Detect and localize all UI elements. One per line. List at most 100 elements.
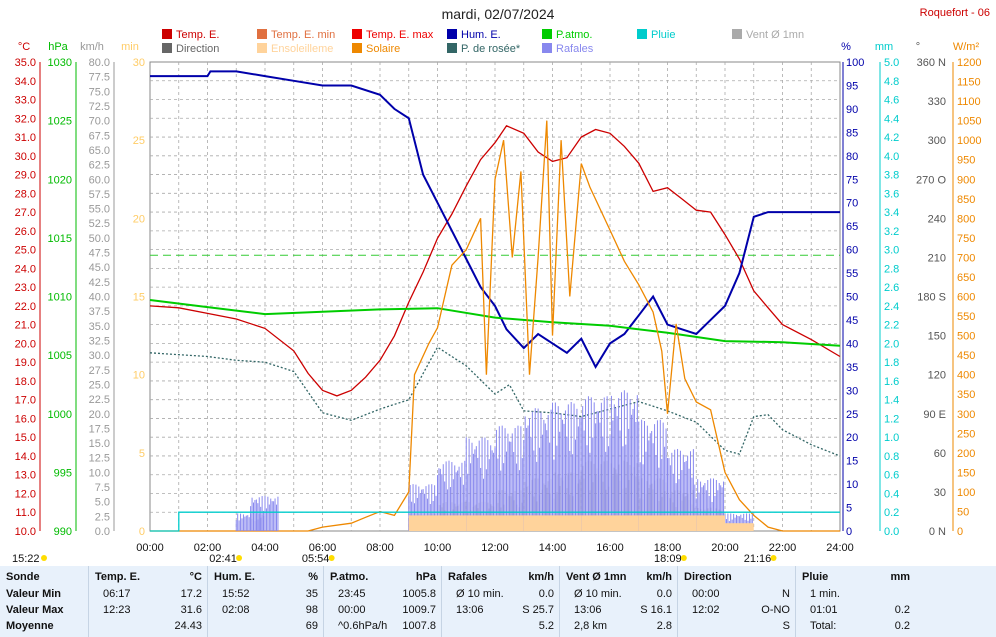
axis-tick-label: 17.5 [89, 423, 110, 435]
legend-label: Solaire [366, 43, 400, 55]
stats-cell-value: 0.2 [894, 620, 910, 632]
axis-tick-label: 67.5 [89, 130, 110, 142]
legend-swatch [352, 29, 362, 39]
axis-tick-label: 10 [846, 479, 858, 491]
axis-tick-label: 60 [934, 448, 946, 460]
stats-cell-value: N [782, 588, 790, 600]
axis-tick-label: 300 [957, 409, 975, 421]
legend-swatch [162, 29, 172, 39]
legend-swatch [162, 43, 172, 53]
legend-label: Vent Ø 1mn [746, 29, 804, 41]
axis-tick-label: 27.0 [15, 207, 36, 219]
axis-tick-label: 77.5 [89, 72, 110, 84]
sun-event-label: 15:22 [12, 553, 40, 565]
axis-tick-label: 0 [957, 526, 963, 538]
axes: °C 10.0 11.0 12.0 13.0 14.0 15.0 16.0 17.0 18.0 19… [15, 41, 982, 538]
axis-tick-label: 18.0 [15, 376, 36, 388]
series-line [150, 511, 840, 532]
axis-tick-label: 240 [928, 213, 946, 225]
sun-event-label: 21:16 [744, 553, 772, 565]
stats-cell-time: Ø 10 min. [456, 588, 504, 600]
stats-col-unit: km/h [528, 571, 554, 583]
stats-cell-value: 31.6 [180, 604, 202, 616]
sun-icon [236, 555, 243, 561]
sun-icon [41, 555, 47, 561]
axis-tick-label: 1000 [48, 409, 72, 421]
axis-tick-label: 800 [957, 213, 975, 225]
axis-tick-label: 35.0 [89, 321, 110, 333]
axis-tick-label: 1100 [957, 96, 981, 108]
axis-tick-label: 4.4 [884, 113, 899, 125]
axis-tick-label: 100 [846, 57, 864, 69]
axis-tick-label: 5.0 [884, 57, 899, 69]
axis-tick-label: 95 [846, 80, 858, 92]
legend-swatch [352, 43, 362, 53]
stats-cell-time: Total: [810, 620, 837, 632]
axis-unit: ° [916, 41, 920, 53]
axis-tick-label: 24.0 [15, 263, 36, 275]
stats-cell-value: 1005.8 [402, 588, 436, 600]
axis-tick-label: 85 [846, 127, 858, 139]
axis-tick-label: 42.5 [89, 277, 110, 289]
axis-tick-label: 55.0 [89, 204, 110, 216]
stats-cell-value: S 16.1 [640, 604, 672, 616]
axis-unit: °C [18, 41, 30, 53]
axis-tick-label: 0.0 [884, 526, 899, 538]
stats-col-title: Direction [684, 571, 732, 583]
series-layer [149, 70, 841, 532]
stats-cell-time: 23:45 [338, 588, 366, 600]
stats-cell-time: 02:08 [222, 604, 250, 616]
stats-cell-value: S [782, 620, 790, 632]
stats-cell-time: 06:17 [103, 588, 131, 600]
stats-col-unit: hPa [415, 571, 436, 583]
stats-cell-value: O-NO [761, 604, 790, 616]
axis-tick-label: 150 [928, 331, 946, 343]
axis-tick-label: 750 [957, 233, 975, 245]
stats-row-label: Valeur Max [6, 604, 64, 616]
sunshine-bar [696, 515, 725, 531]
stats-col-title: P.atmo. [330, 571, 369, 583]
series-line [149, 124, 841, 397]
sun-icon [770, 555, 777, 561]
axis-tick-label: 330 [928, 96, 946, 108]
axis-unit: mm [875, 41, 893, 53]
stats-col-unit: % [308, 571, 318, 583]
axis-tick-label: 1.6 [884, 376, 899, 388]
axis-tick-label: 1200 [957, 57, 981, 69]
stats-cell-time: 01:01 [810, 604, 838, 616]
chart-title: mardi, 02/07/2024 [442, 6, 555, 22]
axis-tick-label: 11.0 [15, 507, 36, 519]
axis-tick-label: 1010 [48, 292, 72, 304]
legend-swatch [732, 29, 742, 39]
legend-swatch [542, 29, 552, 39]
sunshine-bar [408, 515, 438, 531]
stats-column: Pluie mm 1 min. 01:01 0.2 Total: 0.2 [795, 566, 916, 637]
axis-tick-label: 1015 [48, 233, 72, 245]
axis-tick-label: 25 [846, 409, 858, 421]
axis-tick-label: 1020 [48, 174, 72, 186]
axis-tick-label: 900 [957, 174, 975, 186]
axis-tick-label: 12.0 [15, 488, 36, 500]
stats-col-unit: km/h [646, 571, 672, 583]
axis-tick-label: 0.8 [884, 451, 899, 463]
x-tick-label: 00:00 [136, 542, 164, 554]
axis-tick-label: 65.0 [89, 145, 110, 157]
stats-column: Direction 00:00 N 12:02 O-NO S [677, 566, 796, 637]
axis-tick-label: 20.0 [89, 409, 110, 421]
legend-label: Hum. E. [461, 29, 501, 41]
stats-cell-value: 0.0 [538, 588, 554, 600]
axis-tick-label: 400 [957, 370, 975, 382]
axis-tick-label: 15.0 [15, 432, 36, 444]
axis-tick-label: 70 [846, 198, 858, 210]
axis-tick-label: 30 [846, 385, 858, 397]
axis-tick-label: 20.0 [15, 338, 36, 350]
axis-tick-label: 0 [139, 526, 145, 538]
axis-tick-label: 2.6 [884, 282, 899, 294]
axis-tick-label: 995 [54, 467, 72, 479]
stats-cell-time: 00:00 [338, 604, 366, 616]
stats-cell-time: 12:02 [692, 604, 720, 616]
stats-row-label: Moyenne [6, 620, 54, 632]
stats-col-unit: °C [189, 571, 202, 583]
x-tick-label: 22:00 [769, 542, 797, 554]
axis-tick-label: 850 [957, 194, 975, 206]
